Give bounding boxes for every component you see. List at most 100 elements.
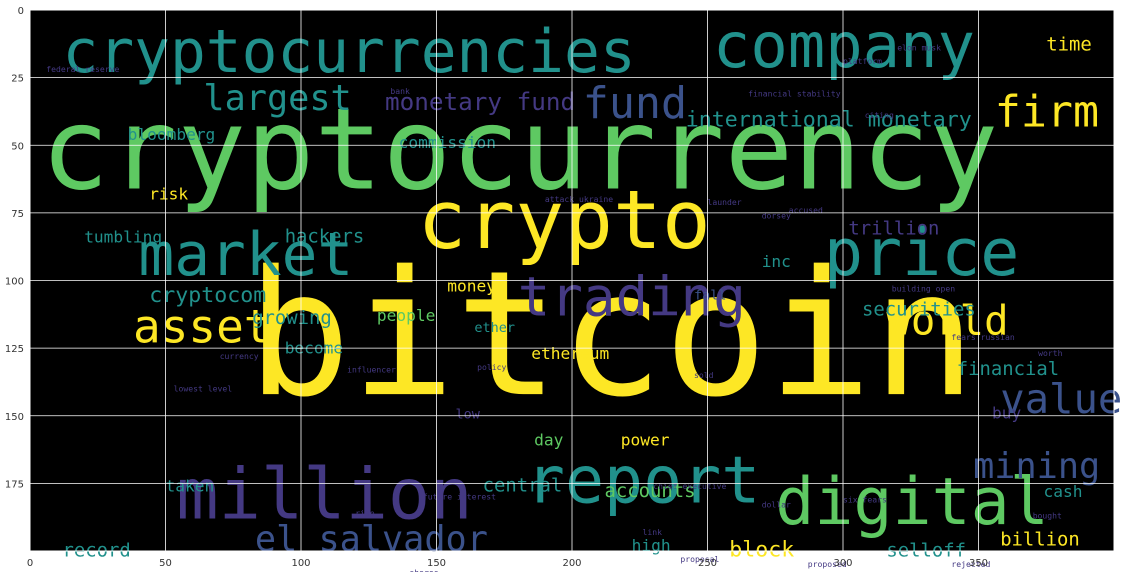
- word-cryptocurrencies: cryptocurrencies: [63, 18, 636, 87]
- word-cryptocurrency: cryptocurrency: [41, 84, 998, 216]
- word-worth: worth: [1038, 348, 1062, 358]
- word-world: world: [886, 297, 1008, 345]
- word-rejected: rejected: [951, 559, 990, 569]
- word-central: central: [483, 475, 563, 497]
- word-inc: inc: [762, 252, 791, 271]
- word-value: value: [1000, 375, 1121, 423]
- word-ether: ether: [474, 320, 515, 336]
- word-day: day: [534, 431, 563, 450]
- x-tick-label: 0: [27, 558, 33, 569]
- word-chief-executive: chief executive: [653, 481, 726, 491]
- word-sold: sold: [694, 370, 714, 380]
- x-tick-label: 50: [159, 558, 172, 569]
- word-report: report: [526, 443, 760, 518]
- word-financial-stability: financial stability: [748, 89, 841, 99]
- word-securities: securities: [862, 299, 976, 321]
- word-commission: commission: [399, 133, 496, 152]
- word-citing: citing: [865, 110, 894, 120]
- word-bank: bank: [390, 86, 410, 96]
- y-tick-label: 150: [5, 412, 24, 423]
- word-accused: accused: [789, 205, 823, 215]
- word-six-fears: six fears: [843, 494, 887, 504]
- word-bought: bought: [1033, 511, 1062, 521]
- word-dollar: dollar: [762, 500, 791, 510]
- word-federal-reserve: federal reserve: [46, 64, 119, 74]
- word-company: company: [713, 9, 975, 82]
- axes-frame: [29, 9, 1115, 552]
- y-tick-label: 75: [11, 209, 24, 220]
- word-market: market: [138, 221, 353, 290]
- y-tick-label: 100: [5, 277, 24, 288]
- word-influencer: influencer: [347, 365, 396, 375]
- word-risk: risk: [149, 184, 188, 203]
- word-fund: fund: [583, 79, 687, 129]
- x-axis-ticks: 0 50 100 150 200 250 300 350: [27, 558, 988, 569]
- word-ethereum: ethereum: [531, 344, 609, 363]
- word-bloomberg: bloomberg: [128, 125, 216, 144]
- word-policy: policy: [477, 362, 506, 372]
- word-asset: asset: [133, 300, 271, 354]
- word-time: time: [1046, 34, 1092, 56]
- word-international-monetary: international monetary: [686, 107, 972, 132]
- word-financial: financial: [957, 358, 1059, 380]
- word-cryptocom: cryptocom: [149, 283, 266, 308]
- word-future-interest: future interest: [423, 492, 496, 502]
- word-record: record: [63, 539, 131, 561]
- word-people: people: [377, 306, 435, 325]
- word-building-open: building open: [892, 283, 955, 293]
- y-tick-label: 50: [11, 141, 24, 152]
- word-monetary-fund: monetary fund: [385, 87, 575, 116]
- word-el-salvador: el salvador: [255, 519, 488, 560]
- word-buy: buy: [992, 404, 1021, 423]
- word-accounts: accounts: [605, 480, 696, 502]
- x-tick-label: 200: [562, 558, 581, 569]
- word-tumbling: tumbling: [84, 228, 162, 247]
- x-tick-label: 250: [698, 558, 717, 569]
- y-tick-label: 125: [5, 344, 24, 355]
- word-attack-ukraine: attack ukraine: [545, 194, 613, 204]
- word-million: million: [176, 454, 472, 536]
- word-bitcoin: bitcoin: [247, 233, 976, 435]
- x-tick-label: 100: [291, 558, 310, 569]
- word-mining: mining: [973, 446, 1100, 487]
- word-elon-musk: elon musk: [897, 43, 941, 53]
- word-firm: firm: [995, 87, 1099, 137]
- grid-lines: [30, 10, 1114, 551]
- word-proposal: proposal: [680, 554, 719, 564]
- word-taken: taken: [166, 477, 215, 496]
- word-dorsey: dorsey: [762, 210, 791, 220]
- word-currency: currency: [220, 351, 259, 361]
- word-proposed: proposed: [808, 559, 847, 569]
- word-low: low: [456, 407, 481, 423]
- word-largest: largest: [203, 78, 351, 119]
- word-shares: shares: [409, 567, 438, 572]
- word-rise: rise: [355, 508, 375, 518]
- y-tick-label: 175: [5, 479, 24, 490]
- word-price: price: [824, 216, 1019, 291]
- word-hackers: hackers: [285, 226, 365, 248]
- word-money: money: [447, 276, 496, 295]
- word-launder: launder: [708, 197, 742, 207]
- word-fears-russian: fears russian: [951, 332, 1014, 342]
- word-trillion: trillion: [848, 218, 939, 240]
- word-high: high: [632, 536, 671, 555]
- word-billion: billion: [1000, 529, 1080, 551]
- word-power: power: [621, 431, 670, 450]
- x-tick-label: 350: [969, 558, 988, 569]
- word-crypto: crypto: [418, 174, 711, 268]
- word-fall: fall: [694, 287, 727, 303]
- word-platform: platform: [843, 56, 882, 66]
- word-block: block: [729, 537, 794, 562]
- x-tick-label: 150: [427, 558, 446, 569]
- word-cash: cash: [1044, 482, 1083, 501]
- y-tick-label: 25: [11, 74, 24, 85]
- x-tick-label: 300: [833, 558, 852, 569]
- word-growing: growing: [252, 307, 332, 329]
- word-selloff: selloff: [886, 539, 966, 561]
- word-digital: digital: [775, 465, 1048, 540]
- word-lowest-level: lowest level: [174, 383, 233, 393]
- word-link: link: [643, 527, 663, 537]
- y-tick-label: 0: [18, 6, 24, 17]
